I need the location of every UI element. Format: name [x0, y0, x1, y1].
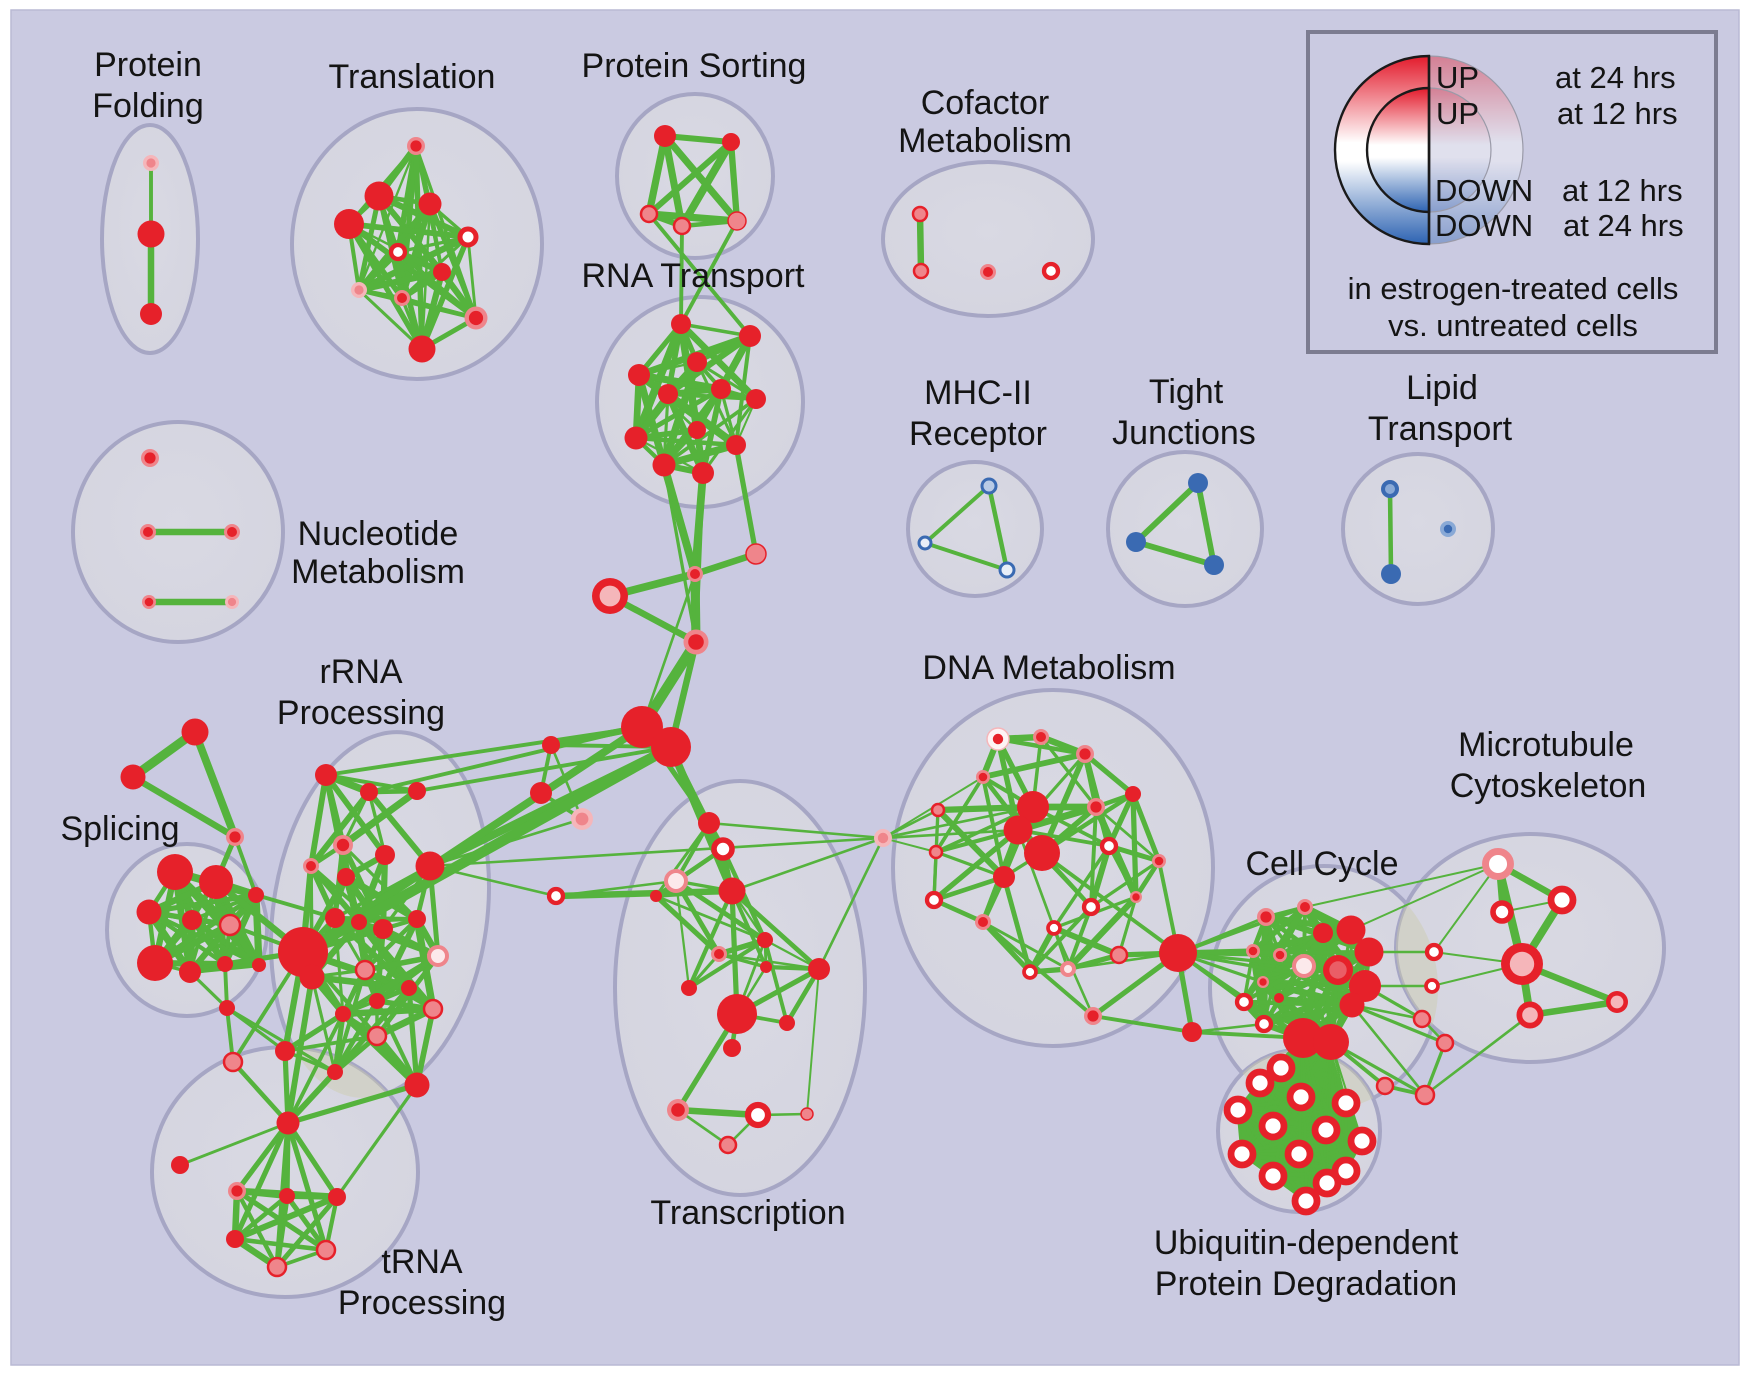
svg-text:RNA Transport: RNA Transport — [582, 257, 806, 295]
svg-text:rRNA: rRNA — [319, 653, 402, 691]
svg-text:Receptor: Receptor — [909, 415, 1047, 453]
svg-text:DOWN: DOWN — [1435, 208, 1533, 243]
svg-text:Nucleotide: Nucleotide — [298, 515, 459, 553]
svg-text:at 12 hrs: at 12 hrs — [1562, 173, 1683, 208]
svg-text:DNA Metabolism: DNA Metabolism — [922, 649, 1175, 687]
svg-text:at 24 hrs: at 24 hrs — [1555, 60, 1676, 95]
svg-text:Junctions: Junctions — [1112, 414, 1256, 452]
svg-text:vs. untreated cells: vs. untreated cells — [1388, 308, 1638, 343]
svg-text:Cofactor: Cofactor — [921, 84, 1050, 122]
svg-text:Metabolism: Metabolism — [291, 553, 465, 591]
svg-text:Protein Degradation: Protein Degradation — [1155, 1265, 1457, 1303]
svg-text:Protein: Protein — [94, 46, 202, 84]
svg-text:Lipid: Lipid — [1406, 369, 1478, 407]
svg-text:Folding: Folding — [92, 87, 204, 125]
svg-text:Transport: Transport — [1368, 410, 1513, 448]
svg-text:Cell Cycle: Cell Cycle — [1245, 845, 1398, 883]
svg-text:at 12 hrs: at 12 hrs — [1557, 96, 1678, 131]
svg-text:DOWN: DOWN — [1435, 173, 1533, 208]
svg-text:Tight: Tight — [1149, 373, 1224, 411]
svg-text:Cytoskeleton: Cytoskeleton — [1450, 767, 1647, 805]
svg-text:Processing: Processing — [277, 694, 445, 732]
svg-text:Ubiquitin-dependent: Ubiquitin-dependent — [1154, 1224, 1459, 1262]
svg-text:at 24 hrs: at 24 hrs — [1563, 208, 1684, 243]
svg-text:Microtubule: Microtubule — [1458, 726, 1634, 764]
svg-text:UP: UP — [1436, 96, 1479, 131]
svg-text:in estrogen-treated cells: in estrogen-treated cells — [1348, 271, 1679, 306]
svg-text:UP: UP — [1436, 60, 1479, 95]
svg-text:Metabolism: Metabolism — [898, 122, 1072, 160]
svg-text:Transcription: Transcription — [650, 1194, 845, 1232]
svg-text:Translation: Translation — [329, 58, 496, 96]
svg-text:Splicing: Splicing — [60, 810, 179, 848]
svg-text:MHC-II: MHC-II — [924, 374, 1032, 412]
svg-text:Processing: Processing — [338, 1284, 506, 1322]
svg-text:Protein Sorting: Protein Sorting — [582, 47, 807, 85]
svg-text:tRNA: tRNA — [381, 1243, 463, 1281]
